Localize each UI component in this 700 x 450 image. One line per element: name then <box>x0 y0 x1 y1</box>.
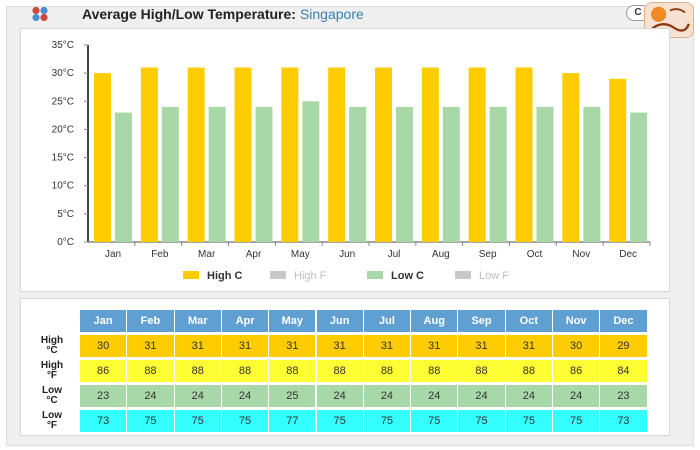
table-value-cell: 24 <box>174 385 222 407</box>
table-value-cell: 24 <box>316 385 364 407</box>
table-value-cell: 31 <box>221 335 270 357</box>
table-value-cell: 75 <box>363 410 412 432</box>
table-value-cell: 31 <box>174 335 222 357</box>
table-value-cell: 73 <box>80 410 128 432</box>
table-value-cell: 24 <box>127 385 175 407</box>
table-header-cell: Mar <box>174 310 222 332</box>
table-row-label: High °F <box>30 361 74 381</box>
table-value-cell: 30 <box>80 335 128 357</box>
table-value-cell: 31 <box>458 335 506 357</box>
table-value-cell: 88 <box>411 360 459 382</box>
table-value-cell: 86 <box>80 360 128 382</box>
table-value-cell: 75 <box>127 410 175 432</box>
table-value-cell: 86 <box>553 360 601 382</box>
location-link[interactable]: Singapore <box>299 6 364 22</box>
table-value-cell: 23 <box>600 385 648 407</box>
table-value-cell: 88 <box>269 360 317 382</box>
table-value-cell: 31 <box>411 335 459 357</box>
table-row-label: High °C <box>30 336 74 356</box>
table-value-cell: 88 <box>127 360 175 382</box>
table-header-cell: May <box>269 310 317 332</box>
table-header-cell: Apr <box>221 310 270 332</box>
table-value-cell: 31 <box>505 335 553 357</box>
table-header-cell: Jul <box>363 310 412 332</box>
table-header-cell: Oct <box>505 310 553 332</box>
table-row-label: Low °C <box>30 386 74 406</box>
table-value-cell: 31 <box>127 335 175 357</box>
table-header-cell: Feb <box>127 310 175 332</box>
table-value-cell: 24 <box>553 385 601 407</box>
table-value-cell: 75 <box>221 410 270 432</box>
table-value-cell: 84 <box>600 360 648 382</box>
title-text: Average High/Low Temperature: <box>82 6 296 22</box>
table-value-cell: 88 <box>505 360 553 382</box>
table-header-cell: Jan <box>80 310 128 332</box>
table-value-cell: 88 <box>458 360 506 382</box>
table-value-cell: 24 <box>221 385 270 407</box>
table-value-cell: 88 <box>221 360 270 382</box>
table-value-cell: 88 <box>174 360 222 382</box>
table-header-cell: Aug <box>411 310 459 332</box>
table-value-cell: 31 <box>363 335 412 357</box>
row-label-unit: °F <box>46 370 58 381</box>
table-value-cell: 75 <box>316 410 364 432</box>
table-row-label: Low °F <box>30 411 74 431</box>
table-value-cell: 24 <box>458 385 506 407</box>
table-value-cell: 75 <box>174 410 222 432</box>
row-label-unit: °C <box>46 395 58 406</box>
table-value-cell: 88 <box>363 360 412 382</box>
table-header-cell: Jun <box>316 310 364 332</box>
table-value-cell: 88 <box>316 360 364 382</box>
chart-panel <box>20 28 670 292</box>
table-value-cell: 25 <box>269 385 317 407</box>
row-label-top: High <box>40 335 64 346</box>
row-label-top: High <box>40 360 64 371</box>
table-value-cell: 75 <box>458 410 506 432</box>
table-value-cell: 23 <box>80 385 128 407</box>
table-value-cell: 75 <box>505 410 553 432</box>
row-label-unit: °C <box>46 345 58 356</box>
row-label-top: Low <box>42 410 62 421</box>
table-value-cell: 77 <box>269 410 317 432</box>
table-value-cell: 75 <box>411 410 459 432</box>
table-value-cell: 75 <box>553 410 601 432</box>
table-value-cell: 24 <box>411 385 459 407</box>
table-header-cell: Dec <box>600 310 648 332</box>
row-label-unit: °F <box>46 420 58 431</box>
table-value-cell: 31 <box>269 335 317 357</box>
table-value-cell: 24 <box>363 385 412 407</box>
table-value-cell: 30 <box>553 335 601 357</box>
chart-title: Average High/Low Temperature: Singapore <box>82 6 364 22</box>
table-value-cell: 29 <box>600 335 648 357</box>
table-header-cell: Nov <box>553 310 601 332</box>
row-label-top: Low <box>42 385 62 396</box>
table-value-cell: 31 <box>316 335 364 357</box>
table-header-cell: Sep <box>458 310 506 332</box>
app-logo-icon <box>32 6 48 22</box>
widget-header: Average High/Low Temperature: Singapore <box>6 4 686 24</box>
table-value-cell: 73 <box>600 410 648 432</box>
table-value-cell: 24 <box>505 385 553 407</box>
